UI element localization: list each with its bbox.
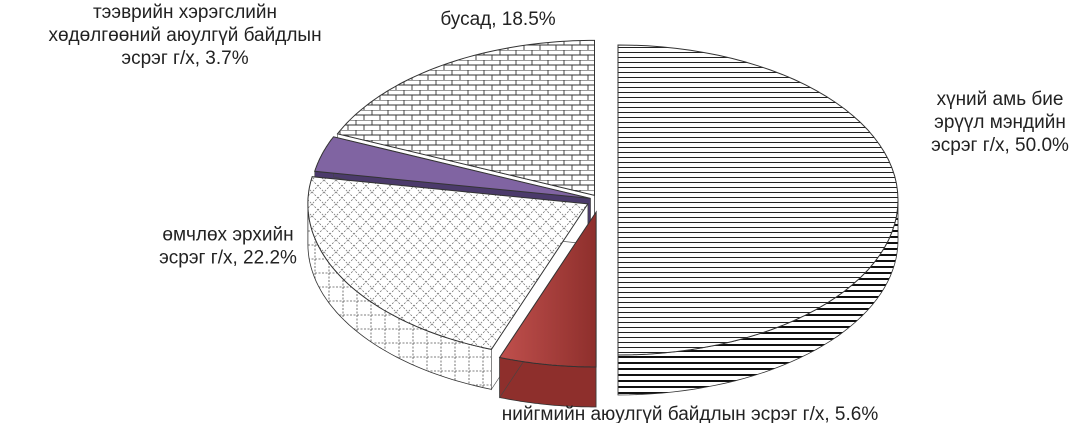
slice-label-4: тээврийн хэрэгслийн хөдөлгөөний аюулгүй б… (48, 2, 321, 69)
slice-label-line: нийгмийн аюулгүй байдлын эсрэг г/х, 5.6% (502, 404, 879, 423)
pie-slice-top (498, 210, 597, 368)
pie-slice-2 (498, 210, 597, 408)
slice-label-line: тээврийн хэрэгслийн (93, 2, 277, 23)
slice-label-line: эсрэг г/х, 50.0% (931, 135, 1069, 156)
slice-label-line: эсрэг г/х, 22.2% (159, 248, 297, 269)
slice-label-1: хүний амь бие эрүүл мэндийн эсрэг г/х, 50.… (931, 89, 1069, 156)
slice-label-line: хөдөлгөөний аюулгүй байдлын (48, 25, 321, 46)
labels-layer: хүний амь бие эрүүл мэндийн эсрэг г/х, 50.… (48, 2, 1069, 425)
pie-slice-top (307, 176, 589, 350)
pie-slice-1 (617, 44, 899, 396)
slice-label-line: бусад, 18.5% (440, 9, 555, 30)
pie-slice-top (617, 44, 899, 356)
slice-label-3: өмчлөх эрхийн эсрэг г/х, 22.2% (159, 225, 297, 269)
slice-label-line: эсрэг г/х, 3.7% (121, 48, 248, 69)
pie-slice-top (314, 136, 591, 199)
slices-layer (307, 39, 899, 408)
pie-slice-3 (307, 176, 589, 391)
slice-label-line: хүний амь бие (937, 89, 1064, 110)
slice-label-5: бусад, 18.5% (440, 9, 555, 30)
slice-label-line: өмчлөх эрхийн (162, 225, 293, 246)
slice-label-line: эрүүл мэндийн (934, 112, 1066, 133)
pie-slice-top (336, 39, 596, 197)
slice-label-2: нийгмийн аюулгүй байдлын эсрэг г/х, 5.6% (502, 404, 879, 423)
